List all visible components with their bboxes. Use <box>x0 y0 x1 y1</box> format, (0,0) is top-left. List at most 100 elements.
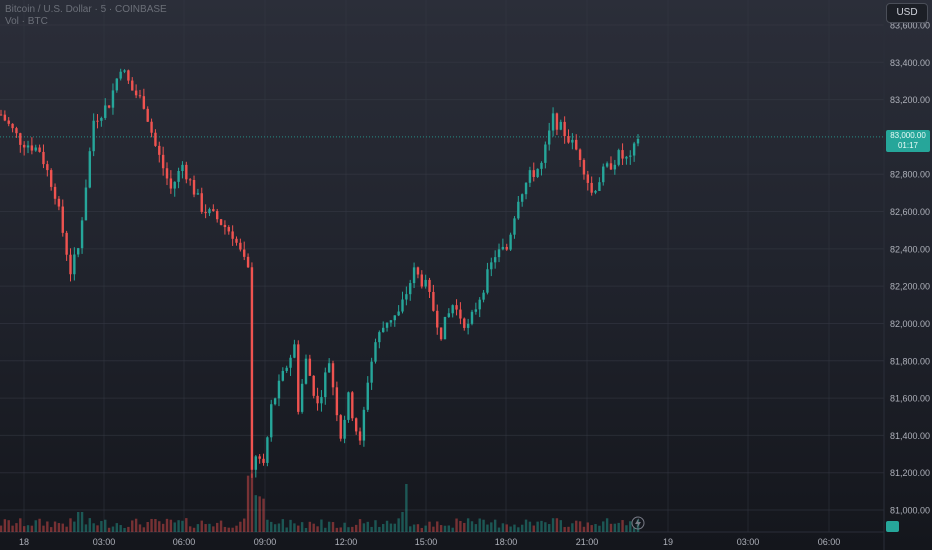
last-price-badge: 83,000.00 01:17 <box>886 130 930 152</box>
volume-bar <box>262 498 265 532</box>
volume-bar <box>443 525 447 532</box>
candle-body <box>505 246 508 250</box>
volume-bar <box>528 521 532 532</box>
candle-body <box>57 198 61 207</box>
candle-body <box>34 147 37 151</box>
candle-body <box>22 144 26 148</box>
volume-bar <box>11 525 14 532</box>
candle-body <box>61 206 64 233</box>
candle-body <box>49 170 53 187</box>
volume-bar <box>250 473 254 532</box>
candle-body <box>92 120 95 152</box>
volume-bar <box>134 518 138 532</box>
volume-bar <box>46 521 49 532</box>
candle-body <box>517 201 520 219</box>
price-tick-label: 83,600.00 <box>890 21 930 31</box>
candle-body <box>540 162 543 169</box>
volume-bar <box>517 527 520 532</box>
volume-bar <box>92 523 95 532</box>
volume-bar <box>366 521 369 532</box>
volume-bar <box>486 524 489 532</box>
volume-bar <box>308 521 312 532</box>
volume-bar <box>223 526 227 532</box>
volume-bar <box>374 520 377 532</box>
settings-icon[interactable] <box>886 521 899 532</box>
currency-button[interactable]: USD <box>886 3 928 23</box>
volume-bar <box>490 522 493 532</box>
volume-bar <box>142 527 146 532</box>
volume-bar <box>432 526 435 532</box>
volume-bar <box>605 518 609 532</box>
volume-bar <box>513 524 516 532</box>
volume-bar <box>439 525 443 532</box>
volume-bar <box>22 526 26 532</box>
volume-bar <box>455 518 458 532</box>
volume-bar <box>3 519 7 532</box>
volume-bar <box>594 524 597 532</box>
price-tick-label: 82,200.00 <box>890 282 930 292</box>
volume-bar <box>161 523 165 532</box>
volume-bar <box>188 526 192 532</box>
lightning-icon-glyph <box>635 518 641 528</box>
candle-body <box>544 144 547 163</box>
candle-body <box>223 224 227 228</box>
volume-bar <box>351 526 354 532</box>
candle-body <box>227 227 230 232</box>
volume-bar <box>42 525 45 532</box>
lightning-icon[interactable] <box>631 516 645 530</box>
volume-bar <box>555 518 559 532</box>
volume-bar <box>181 520 184 532</box>
volume-bar <box>154 519 157 532</box>
candle-body <box>80 220 84 249</box>
candle-body <box>424 279 427 287</box>
price-tick-label: 82,800.00 <box>890 170 930 180</box>
volume-bar <box>304 527 308 532</box>
volume-bar <box>19 518 22 532</box>
candle-body <box>385 322 389 328</box>
candle-body <box>123 70 126 72</box>
candle-body <box>490 262 493 270</box>
volume-bar <box>532 525 535 532</box>
volume-bar <box>389 523 393 532</box>
time-tick-label: 19 <box>663 537 673 547</box>
volume-bar <box>598 525 601 532</box>
candle-body <box>567 136 570 143</box>
candle-body <box>200 193 203 212</box>
volume-bar <box>84 524 88 532</box>
candle-body <box>636 138 640 144</box>
time-tick-label: 06:00 <box>173 537 196 547</box>
candle-body <box>154 132 157 146</box>
candle-body <box>96 120 99 122</box>
candle-body <box>181 164 184 171</box>
volume-bar <box>621 520 624 532</box>
volume-legend[interactable]: Vol · BTC <box>5 16 48 27</box>
volume-bar <box>227 527 230 532</box>
volume-bar <box>575 520 578 532</box>
symbol-title[interactable]: Bitcoin / U.S. Dollar · 5 · COINBASE <box>5 4 167 15</box>
candle-body <box>150 121 153 133</box>
candle-body <box>466 323 470 328</box>
candle-body <box>146 108 149 122</box>
volume-bar <box>297 525 300 532</box>
candle-body <box>602 166 605 183</box>
volume-bar <box>629 521 632 532</box>
candle-body <box>513 218 516 235</box>
candle-body <box>266 437 269 463</box>
volume-bar <box>393 523 396 532</box>
volume-bar <box>505 524 508 532</box>
volume-bar <box>520 524 524 532</box>
candle-body <box>42 151 45 165</box>
candle-body <box>270 404 273 438</box>
candle-body <box>297 344 300 412</box>
candle-body <box>632 143 636 156</box>
candle-body <box>7 120 10 124</box>
volume-bar <box>270 521 273 532</box>
candle-body <box>308 358 312 376</box>
volume-bar <box>7 520 10 532</box>
volume-bar <box>277 523 281 532</box>
volume-bar <box>548 524 551 532</box>
candle-body <box>397 311 400 316</box>
candle-body <box>107 105 111 108</box>
candle-body <box>629 155 632 157</box>
